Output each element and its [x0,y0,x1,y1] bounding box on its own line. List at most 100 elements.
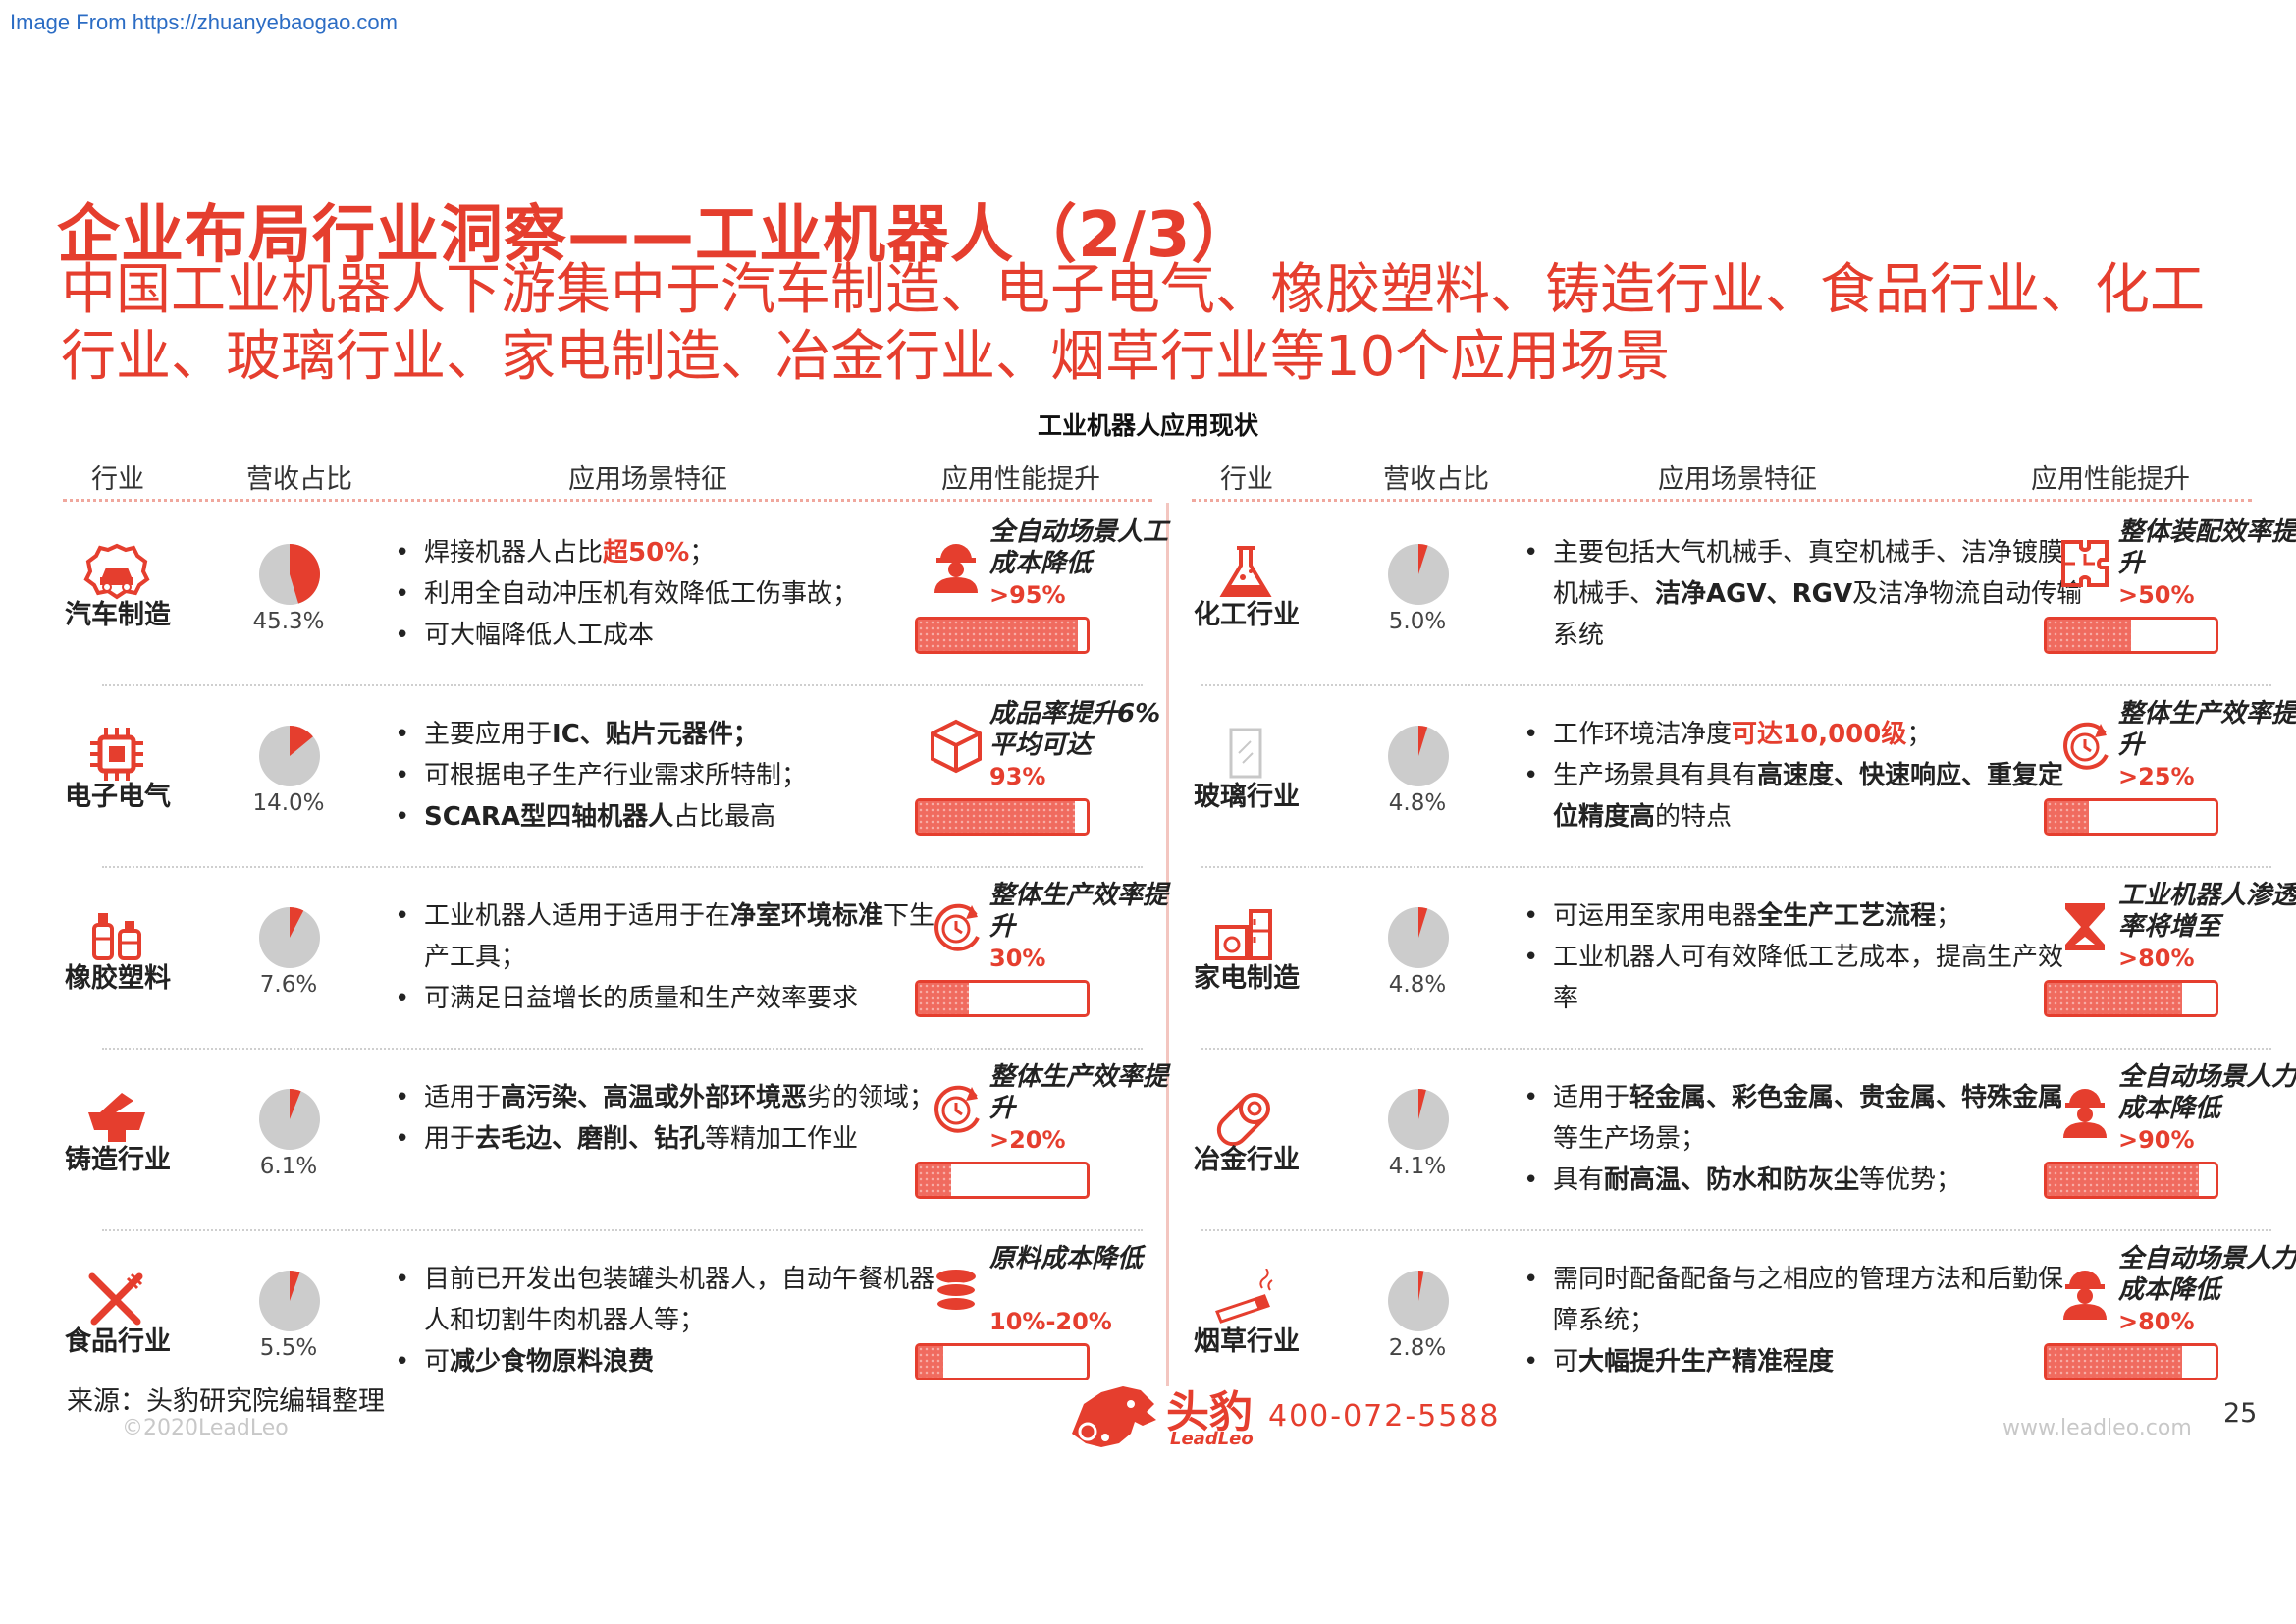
industry-name: 汽车制造 [65,600,171,630]
column-divider [1166,503,1169,1386]
feature-text: ； [1936,901,1962,931]
header-features-left: 应用场景特征 [568,464,727,495]
feature-text: 洁净AGV、RGV [1655,579,1853,609]
feature-item: 适用于高污染、高温或外部环境恶劣的领域； [387,1077,956,1118]
feature-text: 轻金属、彩色金属、贵金属、特殊金属 [1629,1083,2064,1112]
revenue-share-label: 5.0% [1388,609,1447,634]
feature-text: 工作环境洁净度 [1553,720,1733,749]
worker-icon [2056,1261,2114,1320]
brand-sub: LeadLeo [1170,1429,1254,1449]
industry-name: 化工行业 [1194,600,1300,630]
feature-text: ； [689,538,716,568]
table-row: 橡胶塑料 7.6% 工业机器人适用于适用于在净室环境标准下生产工具； 可满足日益增长的… [63,866,1172,1055]
feature-text: 占比最高 [673,802,776,832]
row-divider [1201,1048,2271,1050]
bottles-icon [82,905,151,964]
table-row: 烟草行业 2.8% 需同时配备配备与之相应的管理方法和后勤保障系统； 可大幅提升生产精… [1192,1229,2296,1418]
revenue-share-label: 6.1% [259,1154,318,1179]
table-row: 食品行业 5.5% 目前已开发出包装罐头机器人，自动午餐机器人和切割牛肉机器人等； 可… [63,1229,1172,1418]
performance-bar [915,1343,1090,1380]
feature-text: 去毛边、磨削、钻孔 [475,1124,706,1154]
performance-bar-fill [918,1346,943,1378]
table-row: 汽车制造 45.3% 焊接机器人占比超50%； 利用全自动冲压机有效降低工伤事故； 可大… [63,513,1172,691]
feature-text: IC、贴片元器件； [552,720,759,749]
table-row: 电子电气 14.0% 主要应用于IC、贴片元器件； 可根据电子生产行业需求所特制； SC… [63,684,1172,873]
header-share-left: 营收占比 [246,464,352,495]
flask-icon [1211,542,1280,601]
header-performance-left: 应用性能提升 [941,464,1100,495]
feature-item: 可满足日益增长的质量和生产效率要求 [387,978,956,1019]
feature-item: 主要包括大气机械手、真空机械手、洁净镀膜机械手、洁净AGV、RGV及洁净物流自动… [1516,532,2085,656]
performance-bar [915,980,1090,1017]
row-divider [102,684,1143,686]
feature-text: 可 [424,1347,451,1377]
feature-text: 高污染、高温或外部环境恶 [501,1083,808,1112]
feature-text: 生产场景具有具有 [1553,761,1758,790]
feature-item: 工业机器人可有效降低工艺成本，提高生产效率 [1516,937,2085,1019]
industry-name: 家电制造 [1194,963,1300,994]
feature-text: 可 [1553,1347,1579,1377]
feature-list: 可运用至家用电器全生产工艺流程； 工业机器人可有效降低工艺成本，提高生产效率 [1516,895,2085,1019]
feature-text: 净室环境标准 [730,901,884,931]
table-row: 冶金行业4.1%适用于轻金属、彩色金属、贵金属、特殊金属等生产场景；具有耐高温、… [1192,1048,2296,1236]
feature-list: 需同时配备配备与之相应的管理方法和后勤保障系统； 可大幅提升生产精准程度 [1516,1259,2085,1382]
feature-item: 可减少食物原料浪费 [387,1341,956,1382]
table-row: 化工行业 5.0% 主要包括大气机械手、真空机械手、洁净镀膜机械手、洁净AGV、RG… [1192,513,2296,691]
feature-text: 超50% [603,538,690,568]
performance-value: >20% [989,1126,1066,1154]
appliance-icon [1211,905,1280,964]
coins-icon [927,1261,986,1320]
performance-bar [2044,1343,2218,1380]
performance-label: 整体装配效率提升 [2118,517,2296,578]
performance-value: >25% [2118,763,2195,790]
leopard-logo-icon [1072,1386,1156,1447]
feature-text: SCARA型四轴机器人 [424,802,674,832]
feature-text: 适用于 [1553,1083,1630,1112]
glass-pane-icon [1211,724,1280,783]
clock-refresh-icon [927,1079,986,1138]
performance-label: 成品率提升6%平均可达 [989,699,1161,760]
performance-label: 整体生产效率提升 [989,881,1169,942]
feature-item: 利用全自动冲压机有效降低工伤事故； [387,573,956,615]
website[interactable]: www.leadleo.com [2002,1416,2192,1440]
performance-bar-fill [2047,983,2182,1014]
performance-bar-fill [2047,620,2131,651]
feature-text: 劣的领域； [807,1083,935,1112]
header-industry-right: 行业 [1220,464,1273,495]
worker-icon [2056,1079,2114,1138]
feature-item: 可根据电子生产行业需求所特制； [387,755,956,796]
feature-text: 大幅提升生产精准程度 [1578,1347,1835,1377]
car-gear-icon [82,542,151,601]
cigarette-icon [1211,1268,1280,1327]
feature-item: 工作环境洁净度可达10,000级； [1516,714,2085,755]
revenue-share-label: 4.8% [1388,972,1447,998]
source-link[interactable]: Image From https://zhuanyebaogao.com [10,10,398,34]
header-industry-left: 行业 [91,464,144,495]
revenue-share-pie [257,1269,322,1333]
feature-text: 全生产工艺流程 [1757,901,1937,931]
fork-knife-icon [82,1269,151,1327]
feature-text: 适用于 [424,1083,502,1112]
header-divider-right [1192,499,2252,502]
row-divider [1201,1229,2271,1231]
header-performance-right: 应用性能提升 [2031,464,2190,495]
metal-roll-icon [1211,1087,1280,1147]
performance-bar-fill [918,620,1079,651]
feature-item: 需同时配备配备与之相应的管理方法和后勤保障系统； [1516,1259,2085,1341]
performance-label: 工业机器人渗透率将增至 [2118,881,2296,942]
revenue-share-pie [257,1087,322,1152]
performance-label: 全自动场景人力成本降低 [2118,1244,2296,1305]
box-icon [927,716,986,775]
performance-bar [915,617,1090,654]
table-title: 工业机器人应用现状 [1037,411,1258,440]
performance-label: 全自动场景人工成本降低 [989,517,1169,578]
revenue-share-label: 45.3% [252,609,325,634]
performance-label: 整体生产效率提升 [2118,699,2296,760]
performance-value: >90% [2118,1126,2195,1154]
clock-refresh-icon [927,897,986,956]
performance-bar [2044,1162,2218,1199]
feature-list: 适用于高污染、高温或外部环境恶劣的领域；用于去毛边、磨削、钻孔等精加工作业 [387,1077,956,1160]
feature-item: 可大幅提升生产精准程度 [1516,1341,2085,1382]
feature-text: 利用全自动冲压机有效降低工伤事故； [424,579,859,609]
industry-name: 橡胶塑料 [65,963,171,994]
